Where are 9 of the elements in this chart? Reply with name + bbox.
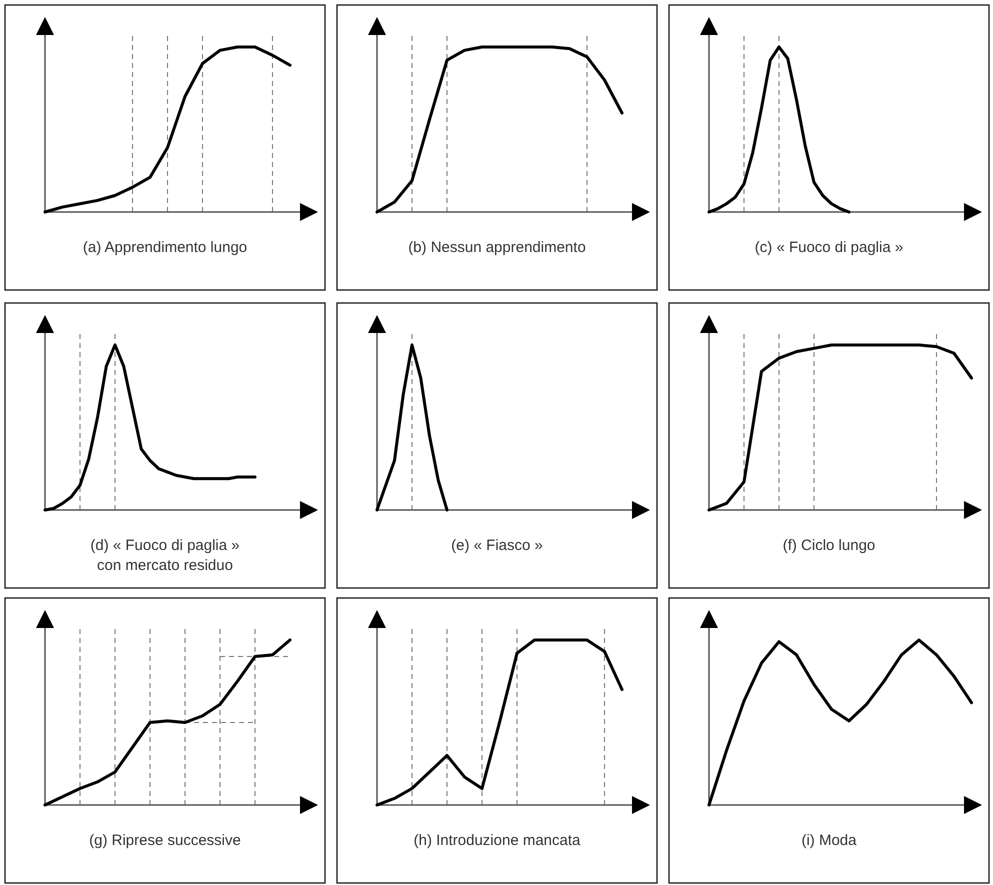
text: (g) Riprese successive: [89, 832, 241, 849]
text: (h) Introduzione mancata: [414, 832, 582, 849]
text: (b) Nessun apprendimento: [408, 239, 586, 256]
text: (f) Ciclo lungo: [782, 537, 876, 554]
text: (e) « Fiasco »: [451, 537, 543, 554]
text: (d) « Fuoco di paglia » con mercato residuo: [90, 537, 240, 574]
text: (a) Apprendimento lungo: [82, 239, 248, 256]
text: (c) « Fuoco di paglia »: [754, 239, 904, 256]
text: (i) Moda: [801, 832, 858, 849]
